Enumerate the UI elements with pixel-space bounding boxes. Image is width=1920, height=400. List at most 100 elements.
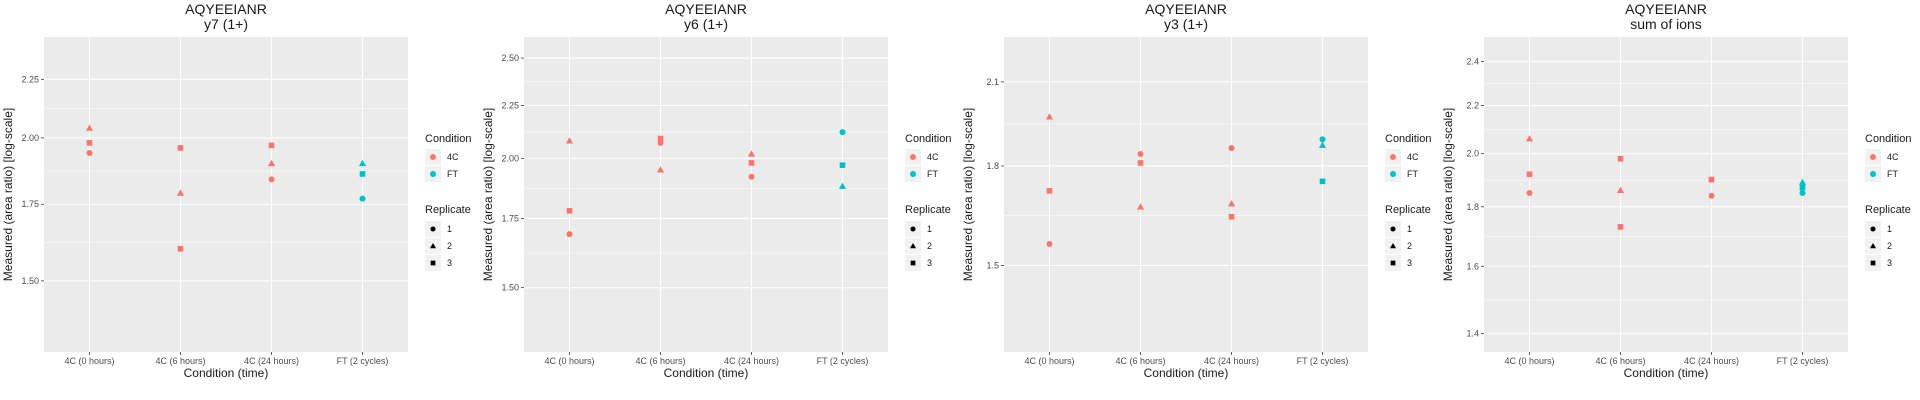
y-tick-label: 1.8 (1466, 202, 1479, 212)
y-tick-label: 1.50 (501, 283, 519, 293)
y-tick-label: 2.25 (21, 74, 39, 84)
legend-label: 1 (927, 224, 932, 234)
data-point (176, 189, 185, 196)
legend-swatch (1390, 171, 1396, 177)
data-point (1616, 186, 1625, 193)
x-tick-label: 4C (0 hours) (1024, 356, 1074, 366)
legend-label: 4C (1407, 152, 1419, 162)
legend-shape (1390, 260, 1396, 266)
data-point (1137, 160, 1144, 166)
legend-swatch (910, 154, 916, 160)
data-point (748, 173, 755, 180)
legend-title-condition: Condition (425, 133, 471, 145)
x-axis-title: Condition (time) (664, 366, 749, 380)
x-axis-title: Condition (time) (184, 366, 269, 380)
x-tick-label: 4C (24 hours) (244, 356, 299, 366)
data-point (1526, 189, 1533, 196)
legend-label: 1 (447, 224, 452, 234)
legend-title-replicate: Replicate (1865, 204, 1911, 216)
y-axis-title: Measured (area ratio) [log-scale] (481, 108, 495, 281)
data-point (1318, 141, 1327, 148)
y-tick-label: 2.1 (986, 77, 999, 87)
legend-swatch (1390, 154, 1396, 160)
legend-shape (429, 242, 437, 249)
plot-panel (1484, 37, 1848, 352)
data-point (177, 245, 184, 252)
legend-label: 4C (447, 152, 459, 162)
chart-subtitle: y6 (1+) (684, 16, 728, 32)
legend-label: 1 (1407, 224, 1412, 234)
data-point (1227, 200, 1236, 207)
x-tick-label: 4C (6 hours) (635, 356, 685, 366)
x-axis-title: Condition (time) (1144, 366, 1229, 380)
data-point (748, 160, 755, 166)
x-tick-label: 4C (0 hours) (544, 356, 594, 366)
data-point (268, 142, 275, 149)
chart-title: AQYEEIANR (1625, 1, 1707, 17)
data-point (657, 139, 664, 146)
data-point (1798, 178, 1807, 185)
x-axis-title: Condition (time) (1624, 366, 1709, 380)
x-tick-label: 4C (24 hours) (1204, 356, 1259, 366)
data-point (566, 207, 573, 214)
data-point (1045, 113, 1054, 120)
data-point (359, 195, 366, 202)
legend-title-replicate: Replicate (1385, 204, 1431, 216)
x-tick-label: 4C (24 hours) (724, 356, 779, 366)
legend-label: 2 (927, 241, 932, 251)
x-tick-label: FT (2 cycles) (1777, 356, 1829, 366)
legend-swatch (910, 171, 916, 177)
legend-label: 3 (927, 258, 932, 268)
plot-panel (44, 37, 408, 352)
legend-title-condition: Condition (905, 133, 951, 145)
legend-shape (1389, 242, 1397, 249)
data-point (267, 159, 276, 167)
y-tick-label: 2.25 (501, 100, 519, 110)
x-tick-label: 4C (0 hours) (64, 356, 114, 366)
data-point (1228, 145, 1235, 152)
legend-shape (909, 242, 917, 249)
y-tick-label: 1.6 (1466, 261, 1479, 271)
chart-title: AQYEEIANR (1145, 1, 1227, 17)
data-point (1526, 171, 1533, 178)
legend-title-replicate: Replicate (905, 204, 951, 216)
y-tick-label: 2.50 (501, 53, 519, 63)
legend-title-condition: Condition (1385, 133, 1431, 145)
legend-shape (430, 260, 436, 266)
data-point (838, 182, 847, 189)
data-point (1137, 150, 1144, 157)
legend-label: FT (927, 169, 938, 179)
facet-panel: AQYEEIANR sum of ions 1.4 1.6 1.8 2.0 2.2 2.4 4C… (1440, 0, 1920, 400)
y-tick-label: 1.75 (21, 199, 39, 209)
legend-shape (910, 226, 916, 232)
legend-shape (910, 260, 916, 266)
data-point (268, 176, 275, 183)
data-point (1136, 203, 1145, 210)
data-point (1525, 135, 1534, 142)
y-axis-title: Measured (area ratio) [log-scale] (961, 108, 975, 281)
x-tick-label: 4C (6 hours) (1595, 356, 1645, 366)
x-tick-label: FT (2 cycles) (1297, 356, 1349, 366)
data-point (1708, 192, 1715, 199)
y-tick-label: 2.4 (1466, 57, 1479, 67)
data-point (565, 137, 574, 144)
legend-shape (430, 226, 436, 232)
y-tick-label: 2.0 (1466, 149, 1479, 159)
chart-title: AQYEEIANR (665, 1, 747, 17)
legend-label: 4C (1887, 152, 1899, 162)
legend-title-replicate: Replicate (425, 204, 471, 216)
legend-shape (1870, 260, 1876, 266)
data-point (358, 159, 367, 167)
legend-label: 2 (1407, 241, 1412, 251)
legend-swatch (430, 154, 436, 160)
y-tick-label: 2.2 (1466, 101, 1479, 111)
data-point (839, 129, 846, 136)
data-point (86, 150, 93, 157)
legend-label: 3 (1887, 258, 1892, 268)
legend-swatch (1870, 171, 1876, 177)
facet-panel: AQYEEIANR y7 (1+) 1.50 1.75 2.00 2.25 4C (0 ho… (0, 0, 480, 400)
legend-label: 2 (1887, 241, 1892, 251)
data-point (1617, 155, 1624, 162)
